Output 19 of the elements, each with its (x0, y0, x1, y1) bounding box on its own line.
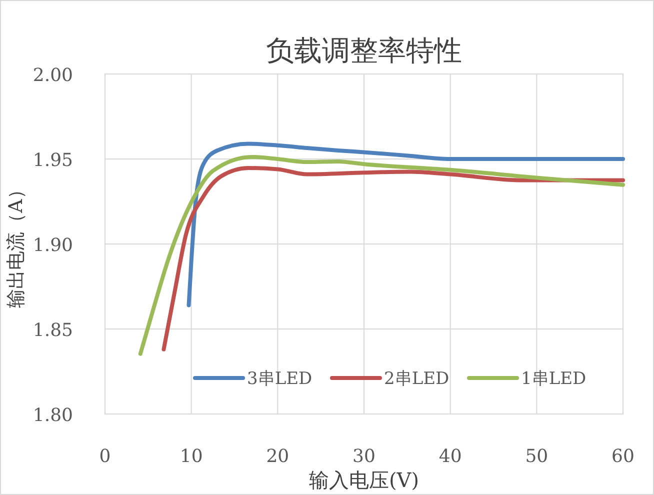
x-tick-label: 60 (612, 446, 634, 467)
y-tick-label: 2.00 (32, 65, 73, 86)
line-series (186, 142, 625, 308)
legend-label: 3串LED (247, 369, 312, 389)
legend-label: 2串LED (384, 369, 450, 389)
chart-title: 负载调整率特性 (266, 34, 462, 67)
y-tick-label: 1.95 (32, 150, 73, 171)
x-tick-label: 20 (266, 446, 290, 467)
y-tick-label: 1.80 (32, 405, 73, 426)
x-tick-label: 10 (180, 446, 203, 467)
x-axis-title: 输入电压(V) (308, 468, 420, 492)
y-tick-label: 1.85 (32, 320, 73, 341)
x-tick-label: 0 (99, 446, 111, 467)
y-axis-title: 输出电流（A） (5, 180, 27, 308)
x-tick-label: 40 (438, 446, 462, 467)
y-tick-label: 1.90 (32, 235, 73, 256)
x-tick-label: 50 (525, 446, 548, 467)
x-tick-label: 30 (352, 446, 376, 467)
legend-label: 1串LED (521, 369, 586, 389)
